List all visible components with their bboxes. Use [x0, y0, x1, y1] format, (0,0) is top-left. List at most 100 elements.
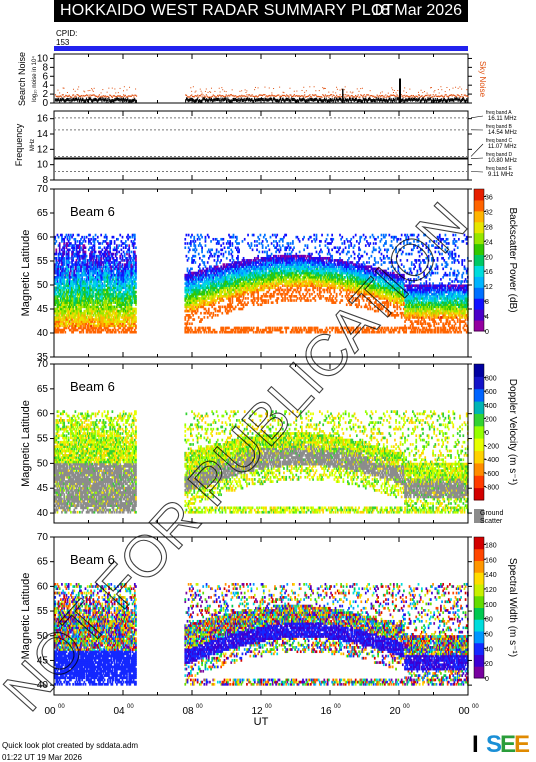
noise-bar [238, 98, 239, 101]
noise-dot [120, 88, 121, 89]
freq-axis-ytick-label: 16 [37, 114, 49, 125]
power-cell [215, 314, 217, 317]
noise-dot [363, 95, 364, 96]
power-cell [190, 240, 192, 243]
noise-dot [324, 88, 325, 89]
noise-dot [211, 88, 212, 89]
noise-bar [86, 98, 87, 101]
power-cell [232, 251, 234, 254]
noise-bar [295, 99, 296, 102]
noise-dot [222, 89, 223, 90]
noise-bar [335, 99, 336, 102]
noise-bar [321, 100, 322, 103]
power-cell [69, 261, 71, 264]
noise-dot [98, 96, 99, 97]
noise-dot [348, 95, 349, 96]
power-cell [221, 312, 223, 315]
noise-bar [440, 99, 441, 102]
noise-dot [432, 96, 433, 97]
power-cell [207, 316, 209, 319]
noise-bar [307, 99, 308, 102]
noise-bar [193, 99, 194, 102]
noise-bar [446, 100, 447, 103]
noise-bar [114, 98, 115, 101]
freq-band-pointer [471, 116, 483, 118]
noise-dot [446, 94, 447, 95]
power-cell [195, 261, 197, 264]
noise-dot [332, 96, 333, 97]
freq-axis-ytick-label: 10 [37, 160, 49, 171]
noise-bar [67, 98, 68, 101]
noise-dot [73, 89, 74, 90]
noise-dot [382, 95, 383, 96]
power-cell [90, 242, 92, 245]
noise-bar [406, 98, 407, 101]
noise-bar [405, 98, 406, 101]
noise-bar [264, 98, 265, 101]
noise-dot [197, 95, 198, 96]
power-cell [221, 249, 223, 252]
noise-dot [93, 91, 94, 92]
noise-dot [251, 95, 252, 96]
noise-bar [120, 97, 121, 100]
noise-bar [292, 98, 293, 101]
noise-bar [386, 99, 387, 102]
noise-bar [351, 100, 352, 103]
power-cell [193, 318, 195, 321]
power-cell [211, 249, 213, 252]
noise-bar [100, 98, 101, 101]
noise-bar [240, 99, 241, 102]
noise-bar [132, 99, 133, 102]
noise-bar [131, 100, 132, 103]
noise-bar [214, 99, 215, 102]
power-cell [220, 253, 222, 256]
noise-dot [346, 92, 347, 93]
noise-dot [314, 86, 315, 87]
noise-bar [252, 100, 253, 103]
noise-dot [118, 92, 119, 93]
noise-dot [221, 87, 222, 88]
noise-dot [214, 91, 215, 92]
power-cell [220, 259, 222, 262]
noise-dot [455, 87, 456, 88]
noise-bar [383, 98, 384, 101]
noise-dot [225, 96, 226, 97]
noise-dot [206, 94, 207, 95]
noise-bar [384, 99, 385, 102]
noise-bar [392, 100, 393, 103]
noise-bar [368, 98, 369, 101]
power-cell [95, 234, 97, 237]
noise-dot [352, 92, 353, 93]
noise-dot [89, 90, 90, 91]
noise-dot [377, 95, 378, 96]
noise-bar [339, 97, 340, 100]
noise-bar [65, 99, 66, 102]
noise-bar [122, 99, 123, 102]
noise-dot [388, 93, 389, 94]
noise-bar [108, 97, 109, 100]
noise-dot [327, 95, 328, 96]
noise-dot [125, 95, 126, 96]
noise-bar [450, 98, 451, 101]
noise-bar [190, 98, 191, 101]
freq-band-pointer [471, 171, 483, 172]
noise-bar [81, 99, 82, 102]
noise-bar [57, 98, 58, 101]
noise-dot [59, 92, 60, 93]
noise-bar [353, 98, 354, 101]
noise-dot [335, 92, 336, 93]
noise-bar [344, 100, 345, 103]
noise-bar [115, 98, 116, 101]
noise-bar [135, 99, 136, 102]
noise-bar [99, 98, 100, 101]
noise-bar [365, 98, 366, 101]
power-cell [210, 240, 212, 243]
noise-dot [124, 86, 125, 87]
noise-dot [194, 96, 195, 97]
noise-bar [229, 99, 230, 102]
noise-bar [76, 97, 77, 100]
noise-bar [276, 99, 277, 102]
noise-bar [104, 98, 105, 101]
noise-bar [385, 99, 386, 102]
noise-bar [289, 99, 290, 102]
